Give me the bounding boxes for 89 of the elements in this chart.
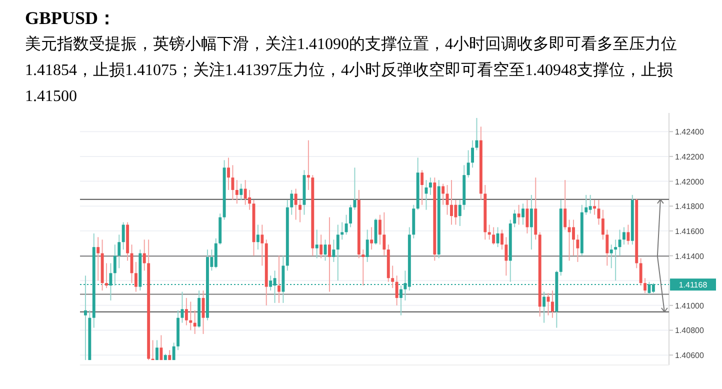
candlestick xyxy=(428,177,432,196)
candlestick xyxy=(349,204,352,228)
candlestick xyxy=(298,199,302,223)
candlestick xyxy=(370,226,374,250)
y-tick-label: 1.42200 xyxy=(675,152,704,162)
candlestick xyxy=(526,199,529,234)
candlestick xyxy=(513,209,516,228)
candlestick xyxy=(306,140,310,190)
candlestick xyxy=(500,229,504,250)
candlestick xyxy=(564,180,567,230)
candlestick xyxy=(118,234,121,269)
candlestick xyxy=(340,222,344,240)
candlestick xyxy=(294,188,298,220)
candlestick xyxy=(517,204,520,226)
candlestick xyxy=(332,239,336,262)
candlestick xyxy=(156,340,158,361)
candlestick xyxy=(336,224,340,282)
candlestick xyxy=(395,275,398,306)
candlestick xyxy=(492,226,496,246)
ref-line-label: 1.41168 xyxy=(678,280,708,290)
candlestick xyxy=(626,224,630,246)
candlestick xyxy=(584,194,588,216)
candlestick xyxy=(244,180,247,206)
candlestick xyxy=(160,334,163,361)
candlestick xyxy=(400,285,402,316)
candlestick xyxy=(105,262,108,289)
candlestick xyxy=(134,261,138,292)
chart-title: GBPUSD： xyxy=(25,7,116,30)
candlestick xyxy=(442,183,445,206)
y-tick-label: 1.40600 xyxy=(675,351,704,360)
candlestick xyxy=(320,234,323,259)
candlestick xyxy=(378,214,382,246)
candlestick xyxy=(193,310,196,334)
chart-subtitle: 美元指数受提振，英镑小幅下滑，关注1.41090的支撑位置，4小时回调收多即可看多至压力位1.41854，止损1.41075；关注1.41397压力位，4小时反弹收空即可看空至1.40948支撑位，止损1.41500 xyxy=(25,34,678,107)
candlestick xyxy=(572,219,575,256)
candlestick xyxy=(606,229,609,266)
candlestick xyxy=(488,224,491,240)
candlestick xyxy=(240,183,243,200)
candlestick xyxy=(450,180,453,226)
candlestick xyxy=(122,222,125,250)
candlestick xyxy=(542,291,546,324)
candlestick xyxy=(530,194,533,250)
candlestick xyxy=(622,226,626,246)
candlestick xyxy=(96,236,100,282)
candlestick xyxy=(454,199,458,226)
candlestick xyxy=(260,224,264,266)
candlestick xyxy=(366,229,369,262)
candlestick xyxy=(504,236,508,276)
candlestick xyxy=(458,199,462,226)
y-tick-label: 1.42400 xyxy=(675,128,704,137)
candlestick xyxy=(214,238,218,269)
y-tick-label: 1.42000 xyxy=(675,177,704,186)
candlestick xyxy=(601,209,604,240)
candlestick xyxy=(189,301,192,331)
y-tick-label: 1.40800 xyxy=(675,326,704,336)
candlestick xyxy=(227,157,230,190)
candlestick xyxy=(231,164,234,200)
candlestick xyxy=(644,278,646,294)
candlestick xyxy=(184,297,188,326)
candlestick xyxy=(568,219,571,262)
candlestick xyxy=(278,255,280,304)
candlestick xyxy=(639,258,642,286)
candlestick xyxy=(614,239,618,282)
candlestick xyxy=(420,170,424,206)
y-tick-label: 1.41800 xyxy=(675,202,704,212)
candlestick xyxy=(290,189,294,216)
candlestick xyxy=(315,229,318,259)
candlestick xyxy=(256,224,260,250)
candlestick xyxy=(328,216,331,292)
candlestick xyxy=(362,249,365,286)
y-tick-label: 1.41000 xyxy=(675,301,704,310)
candlestick xyxy=(382,212,386,256)
candlestick xyxy=(522,203,524,226)
candlestick xyxy=(466,150,470,178)
candlestick xyxy=(235,180,238,204)
candlestick xyxy=(610,244,613,269)
candlestick xyxy=(391,265,394,289)
candlestick xyxy=(593,199,596,216)
candlestick xyxy=(446,184,449,216)
candlestick xyxy=(588,194,592,214)
y-tick-label: 1.41600 xyxy=(675,226,704,236)
candlestick xyxy=(576,234,580,262)
y-tick-label: 1.41400 xyxy=(675,252,704,261)
candlestick xyxy=(248,189,252,210)
candlestick xyxy=(550,290,554,318)
candlestick xyxy=(172,342,176,361)
candlestick xyxy=(344,214,348,236)
candlestick xyxy=(142,239,146,272)
candlestick xyxy=(471,140,474,168)
